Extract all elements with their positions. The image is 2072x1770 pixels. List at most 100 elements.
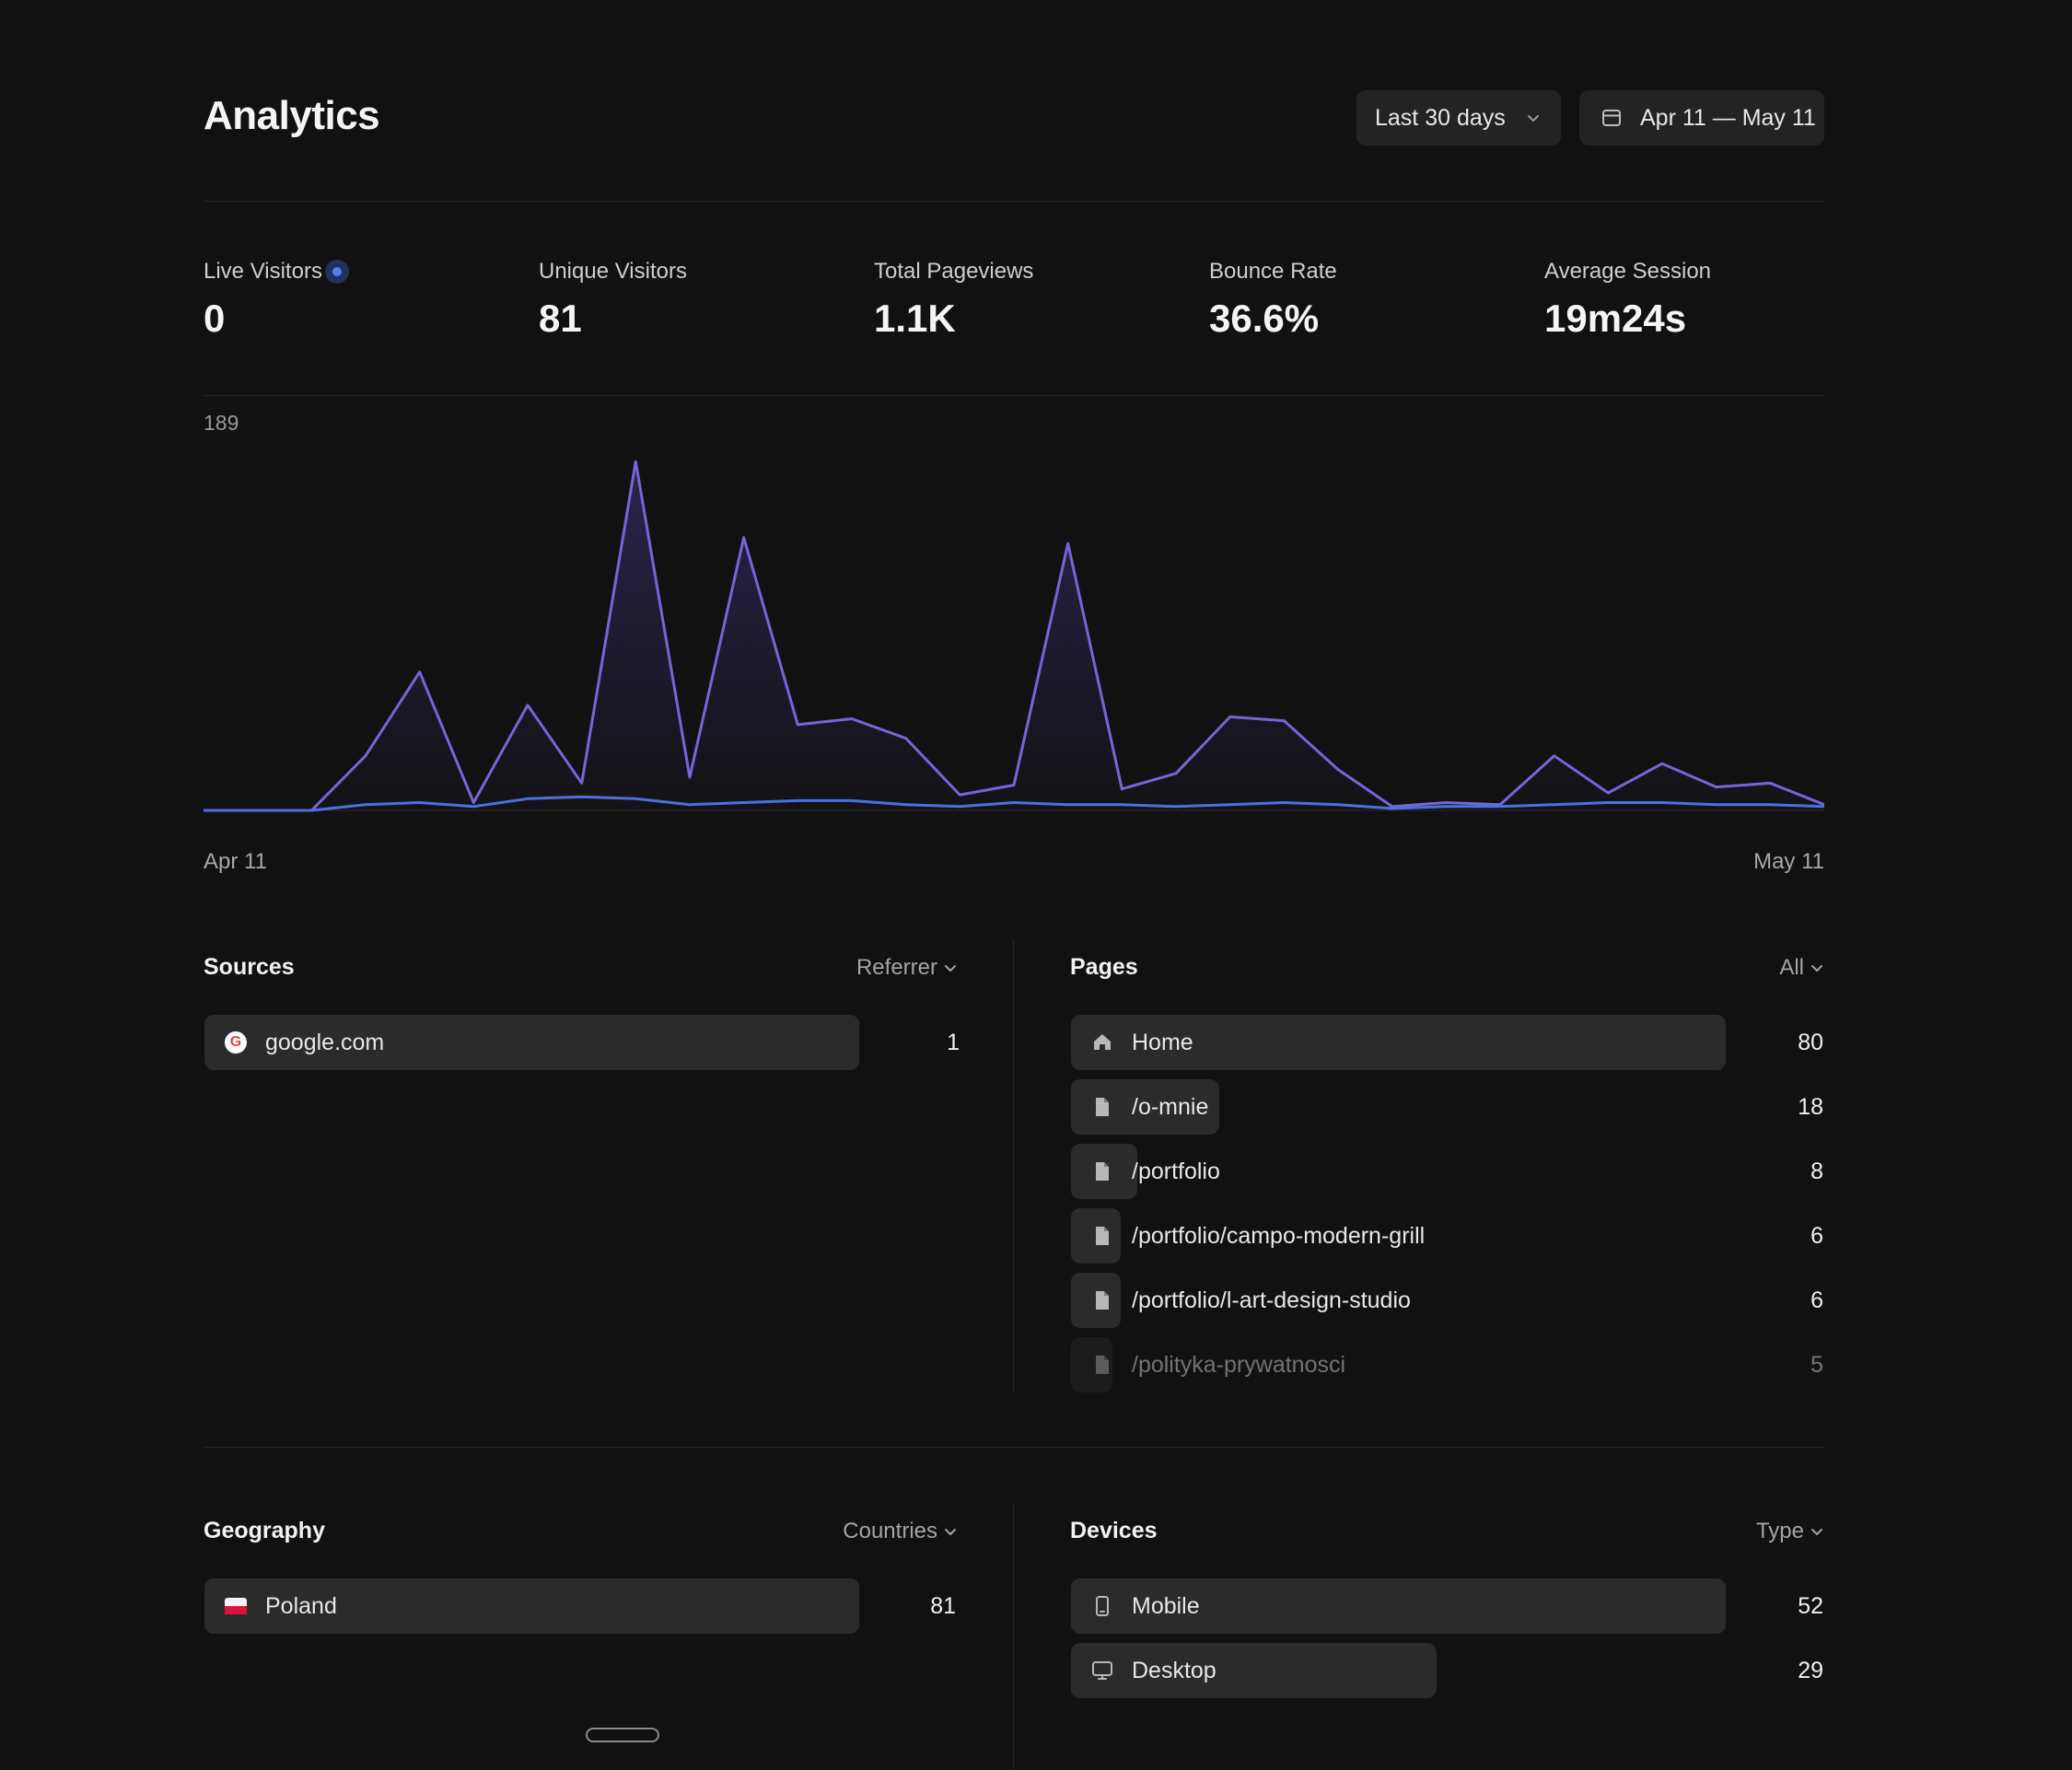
source-row[interactable]: G google.com 1 — [204, 1015, 960, 1070]
device-row[interactable]: Desktop 29 — [1071, 1643, 1823, 1698]
page-label: /portfolio/l-art-design-studio — [1132, 1287, 1411, 1313]
sources-title: Sources — [204, 954, 295, 980]
device-bar — [1071, 1578, 1726, 1634]
source-label: google.com — [265, 1030, 385, 1055]
range-select-label: Last 30 days — [1375, 104, 1506, 131]
x-start-label: Apr 11 — [204, 849, 267, 874]
geography-title: Geography — [204, 1518, 325, 1543]
page-bar — [1071, 1337, 1112, 1392]
desktop-icon — [1092, 1661, 1112, 1680]
page-bar — [1071, 1015, 1726, 1070]
page-label: /portfolio — [1132, 1159, 1220, 1184]
geography-filter-select[interactable]: Countries — [843, 1519, 958, 1544]
scroll-handle[interactable] — [586, 1728, 659, 1742]
page-count: 6 — [1810, 1287, 1823, 1313]
page-row[interactable]: /o-mnie 18 — [1071, 1079, 1823, 1135]
stat-bounce-rate: Bounce Rate 36.6% — [1209, 258, 1337, 341]
poland-flag-icon — [225, 1598, 247, 1620]
page-label: Home — [1132, 1030, 1193, 1055]
stat-value: 19m24s — [1544, 297, 1687, 340]
chevron-down-icon — [945, 965, 956, 972]
devices-title: Devices — [1070, 1518, 1158, 1543]
page-row[interactable]: /polityka-prywatnosci 5 — [1071, 1337, 1823, 1392]
page-header: Analytics Last 30 days Apr 11 — May 11 — [204, 88, 1824, 147]
panel-divider — [1013, 1503, 1014, 1770]
device-label: Mobile — [1132, 1593, 1200, 1619]
page-row[interactable]: /portfolio 8 — [1071, 1144, 1823, 1199]
country-bar — [204, 1578, 859, 1634]
google-icon: G — [225, 1031, 247, 1054]
chevron-down-icon — [1528, 115, 1539, 122]
page-row[interactable]: Home 80 — [1071, 1015, 1823, 1070]
series-area — [204, 461, 1824, 810]
chevron-down-icon — [1811, 965, 1822, 972]
page-count: 5 — [1810, 1352, 1823, 1378]
stat-label: Total Pageviews — [874, 259, 1034, 284]
y-max-label: 189 — [204, 411, 239, 435]
device-count: 52 — [1798, 1593, 1823, 1619]
pages-filter-label: All — [1779, 955, 1804, 980]
x-end-label: May 11 — [1753, 849, 1824, 874]
source-bar — [204, 1015, 859, 1070]
series-line-1 — [204, 460, 1824, 812]
page-label: /o-mnie — [1132, 1094, 1209, 1120]
stat-unique-visitors: Unique Visitors 81 — [539, 258, 687, 341]
stat-value: 81 — [539, 297, 582, 340]
stat-value: 0 — [204, 297, 226, 340]
sources-filter-select[interactable]: Referrer — [856, 955, 958, 981]
date-range-label: Apr 11 — May 11 — [1640, 104, 1816, 131]
stat-value: 36.6% — [1209, 297, 1320, 340]
page-title: Analytics — [204, 93, 380, 138]
geography-filter-label: Countries — [843, 1519, 937, 1543]
page-count: 18 — [1798, 1094, 1823, 1120]
country-label: Poland — [265, 1593, 337, 1619]
devices-filter-label: Type — [1755, 1519, 1804, 1543]
stat-live-visitors: Live Visitors 0 — [204, 258, 349, 341]
file-icon — [1096, 1356, 1109, 1374]
page-count: 80 — [1798, 1030, 1823, 1055]
series-line-2 — [204, 795, 1824, 812]
stat-label: Unique Visitors — [539, 259, 687, 284]
stat-label: Live Visitors — [204, 259, 322, 284]
country-count: 81 — [930, 1593, 956, 1619]
page-row[interactable]: /portfolio/l-art-design-studio 6 — [1071, 1273, 1823, 1328]
file-icon — [1096, 1291, 1109, 1310]
file-icon — [1096, 1162, 1109, 1181]
page-row[interactable]: /portfolio/campo-modern-grill 6 — [1071, 1208, 1823, 1263]
pages-title: Pages — [1070, 954, 1138, 980]
chevron-down-icon — [1811, 1529, 1822, 1535]
sources-filter-label: Referrer — [856, 955, 937, 980]
device-count: 29 — [1798, 1658, 1823, 1683]
panel-divider — [1013, 939, 1014, 1392]
stat-average-session: Average Session 19m24s — [1544, 258, 1711, 341]
stat-label: Average Session — [1544, 259, 1712, 284]
divider — [204, 201, 1824, 202]
stat-label: Bounce Rate — [1209, 259, 1337, 284]
file-icon — [1096, 1098, 1109, 1116]
home-icon — [1094, 1034, 1111, 1050]
page-count: 6 — [1810, 1223, 1823, 1249]
range-select-button[interactable]: Last 30 days — [1356, 90, 1561, 146]
stat-total-pageviews: Total Pageviews 1.1K — [874, 258, 1033, 341]
device-bar — [1071, 1643, 1437, 1698]
chevron-down-icon — [945, 1529, 956, 1535]
page-count: 8 — [1810, 1159, 1823, 1184]
devices-filter-select[interactable]: Type — [1756, 1519, 1824, 1544]
pages-filter-select[interactable]: All — [1779, 955, 1824, 981]
mobile-icon — [1096, 1596, 1109, 1616]
page-label: /portfolio/campo-modern-grill — [1132, 1223, 1426, 1249]
device-row[interactable]: Mobile 52 — [1071, 1578, 1823, 1634]
traffic-chart — [204, 460, 1824, 812]
stat-value: 1.1K — [874, 297, 956, 340]
device-label: Desktop — [1132, 1658, 1216, 1683]
date-range-button[interactable]: Apr 11 — May 11 — [1579, 90, 1824, 146]
country-row[interactable]: Poland 81 — [204, 1578, 956, 1634]
page-bar — [1071, 1079, 1219, 1135]
page-label: /polityka-prywatnosci — [1132, 1352, 1346, 1378]
file-icon — [1096, 1227, 1109, 1245]
divider — [204, 1447, 1824, 1448]
divider — [204, 395, 1824, 396]
live-indicator-icon — [324, 260, 349, 284]
calendar-icon — [1602, 110, 1621, 126]
source-count: 1 — [947, 1030, 960, 1055]
